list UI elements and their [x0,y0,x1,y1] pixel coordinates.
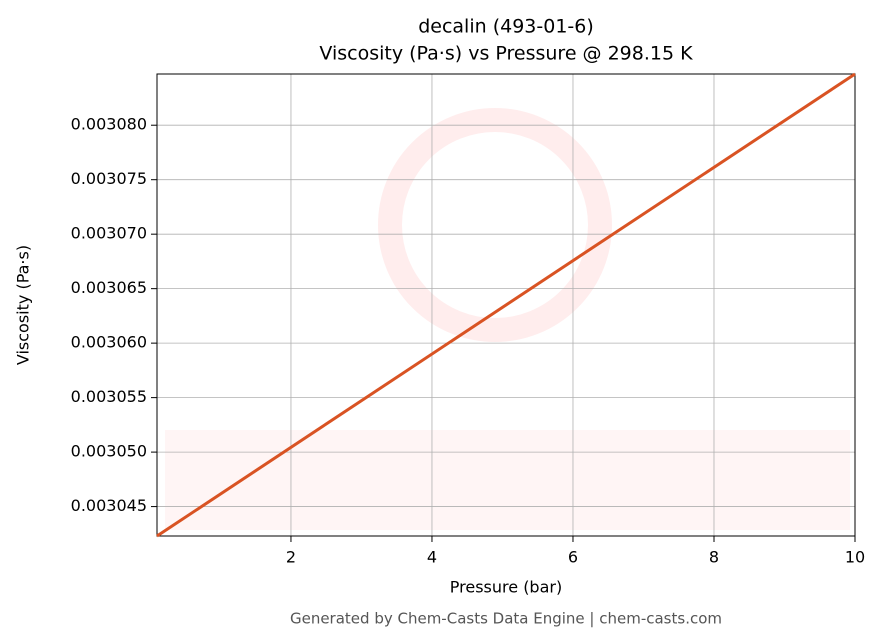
y-tick-label: 0.003055 [71,387,147,406]
chart-title: decalin (493-01-6) [418,16,594,38]
y-tick-label: 0.003045 [71,496,147,515]
y-tick-label: 0.003080 [71,115,147,134]
x-tick-label: 8 [709,548,719,567]
y-tick-label: 0.003075 [71,169,147,188]
y-tick-label: 0.003060 [71,333,147,352]
y-tick-label: 0.003070 [71,224,147,243]
x-axis-label: Pressure (bar) [450,578,562,597]
footer: Generated by Chem-Casts Data Engine | ch… [290,610,722,628]
x-tick-label: 10 [845,548,865,567]
x-tick-label: 6 [568,548,578,567]
watermark [165,108,850,530]
data-line [156,72,856,538]
x-tick-label: 2 [286,548,296,567]
y-axis-label: Viscosity (Pa·s) [14,245,33,365]
chart-subtitle: Viscosity (Pa·s) vs Pressure @ 298.15 K [319,43,693,65]
x-tick-label: 4 [427,548,437,567]
plot-frame [156,73,856,537]
y-tick-label: 0.003065 [71,278,147,297]
y-tick-label: 0.003050 [71,442,147,461]
